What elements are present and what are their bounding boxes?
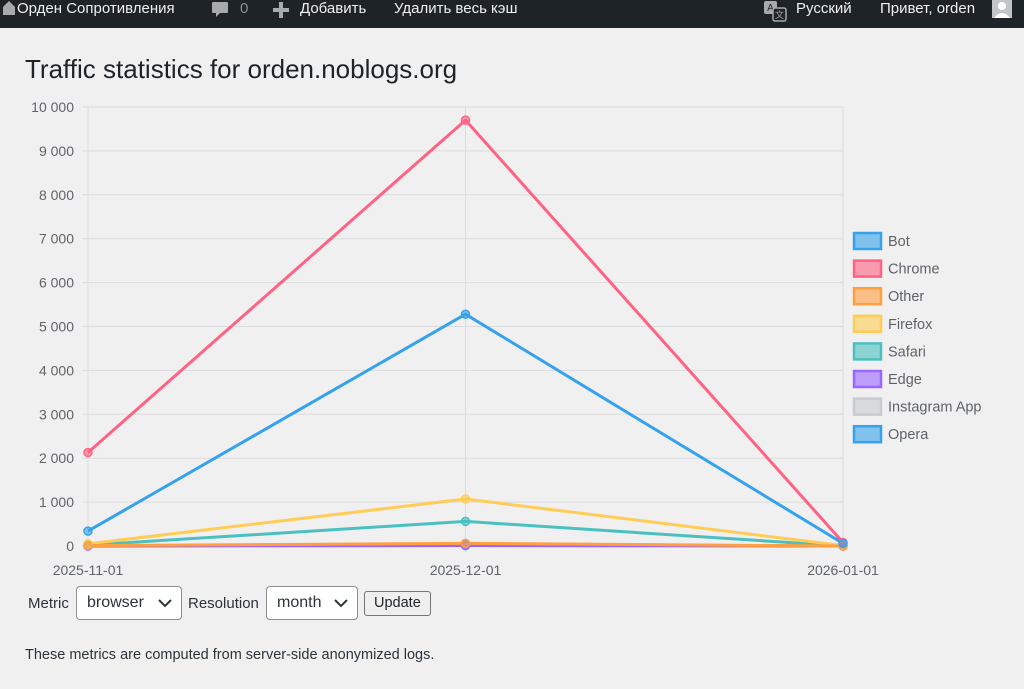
home-icon[interactable] bbox=[3, 1, 15, 15]
legend-swatch bbox=[852, 369, 883, 389]
legend-label: Instagram App bbox=[888, 400, 982, 416]
data-point bbox=[460, 309, 471, 319]
chevron-down-icon bbox=[334, 599, 348, 608]
add-new-link[interactable]: Добавить bbox=[300, 0, 367, 17]
legend-swatch bbox=[852, 259, 883, 278]
avatar[interactable] bbox=[992, 0, 1012, 18]
legend-label: Edge bbox=[888, 372, 922, 388]
metric-label: Metric bbox=[28, 595, 69, 612]
y-tick-label: 4 000 bbox=[39, 362, 74, 378]
data-point bbox=[460, 494, 471, 504]
y-tick-label: 8 000 bbox=[39, 187, 74, 203]
plus-icon[interactable] bbox=[273, 2, 289, 18]
footer-note: These metrics are computed from server-s… bbox=[25, 647, 435, 663]
resolution-label: Resolution bbox=[188, 595, 259, 612]
legend-label: Bot bbox=[888, 234, 910, 250]
data-point bbox=[83, 540, 93, 551]
admin-bar: Орден Сопротивления 0 Добавить Удалить в… bbox=[0, 0, 1024, 28]
data-point bbox=[838, 538, 848, 549]
y-tick-label: 6 000 bbox=[39, 275, 74, 291]
page-title: Traffic statistics for orden.noblogs.org bbox=[25, 54, 458, 84]
x-tick-label: 2025-12-01 bbox=[430, 562, 502, 578]
x-tick-label: 2025-11-01 bbox=[53, 562, 124, 578]
translate-icon[interactable]: A 文 bbox=[763, 0, 787, 22]
clear-cache-link[interactable]: Удалить весь кэш bbox=[394, 0, 518, 17]
comments-count[interactable]: 0 bbox=[240, 0, 249, 17]
y-tick-label: 7 000 bbox=[39, 231, 74, 247]
site-name-link[interactable]: Орден Сопротивления bbox=[17, 0, 175, 17]
y-tick-label: 2 000 bbox=[39, 450, 74, 466]
data-point bbox=[460, 516, 471, 527]
legend-swatch bbox=[852, 397, 883, 416]
traffic-chart: 0 1 000 2 000 3 000 4 000 5 000 6 000 7 000 8 00… bbox=[31, 99, 982, 578]
metric-select[interactable]: browser bbox=[76, 586, 182, 620]
legend-swatch bbox=[852, 342, 883, 361]
language-switcher[interactable]: Русский bbox=[796, 0, 852, 17]
user-greeting[interactable]: Привет, orden bbox=[880, 0, 976, 17]
data-point bbox=[460, 115, 471, 125]
legend-label: Firefox bbox=[888, 317, 933, 333]
y-tick-label: 3 000 bbox=[39, 406, 74, 422]
resolution-select[interactable]: month bbox=[266, 586, 358, 620]
chevron-down-icon bbox=[158, 599, 172, 608]
y-tick-label: 0 bbox=[66, 538, 74, 554]
legend-swatch bbox=[852, 314, 883, 334]
data-point bbox=[83, 526, 93, 536]
x-tick-label: 2026-01-01 bbox=[807, 562, 879, 578]
legend-label: Chrome bbox=[888, 262, 940, 278]
svg-text:文: 文 bbox=[775, 9, 784, 20]
legend-swatch bbox=[852, 424, 883, 444]
y-tick-label: 10 000 bbox=[31, 99, 74, 115]
data-point bbox=[460, 538, 471, 549]
resolution-select-value: month bbox=[277, 594, 322, 611]
y-tick-label: 5 000 bbox=[39, 319, 74, 335]
legend-label: Safari bbox=[888, 344, 926, 360]
legend-swatch bbox=[852, 286, 883, 306]
legend-swatch bbox=[852, 231, 883, 251]
y-tick-label: 9 000 bbox=[39, 143, 74, 159]
metric-select-value: browser bbox=[87, 594, 144, 611]
update-button[interactable]: Update bbox=[364, 591, 431, 616]
legend-label: Other bbox=[888, 289, 924, 305]
comment-icon[interactable] bbox=[211, 1, 229, 19]
legend-label: Opera bbox=[888, 427, 929, 443]
data-point bbox=[83, 447, 93, 458]
y-tick-label: 1 000 bbox=[39, 494, 74, 510]
svg-text:A: A bbox=[767, 3, 774, 14]
